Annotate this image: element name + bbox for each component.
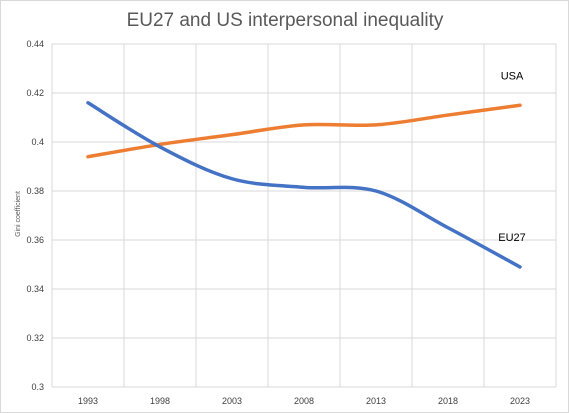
y-tick-label: 0.36: [26, 235, 44, 245]
y-tick-label: 0.44: [26, 39, 44, 49]
series-lines: [86, 101, 522, 269]
series-line-usa: [86, 103, 522, 159]
y-tick-label: 0.42: [26, 88, 44, 98]
series-label-eu27: EU27: [498, 232, 526, 244]
y-tick-label: 0.4: [31, 137, 44, 147]
gridlines: [51, 43, 557, 388]
y-tick-label: 0.3: [31, 382, 44, 392]
x-tick-label: 2008: [294, 396, 314, 406]
y-tick-label: 0.34: [26, 284, 44, 294]
tick-labels: 0.3 0.32 0.34 0.36 0.38 0.4 0.42 0.44 1993 1998 20…: [26, 39, 530, 406]
series-label-usa: USA: [501, 70, 524, 82]
x-tick-label: 1993: [78, 396, 98, 406]
x-tick-label: 2018: [438, 396, 458, 406]
y-axis-label: Gini coefficient: [15, 191, 22, 237]
y-tick-label: 0.38: [26, 186, 44, 196]
x-tick-label: 2003: [222, 396, 242, 406]
y-tick-label: 0.32: [26, 333, 44, 343]
series-line-eu27: [86, 101, 522, 269]
x-tick-label: 1998: [150, 396, 170, 406]
series-labels: USA EU27: [498, 70, 526, 244]
x-tick-label: 2023: [510, 396, 530, 406]
chart-title: EU27 and US interpersonal inequality: [127, 10, 444, 31]
x-tick-label: 2013: [366, 396, 386, 406]
